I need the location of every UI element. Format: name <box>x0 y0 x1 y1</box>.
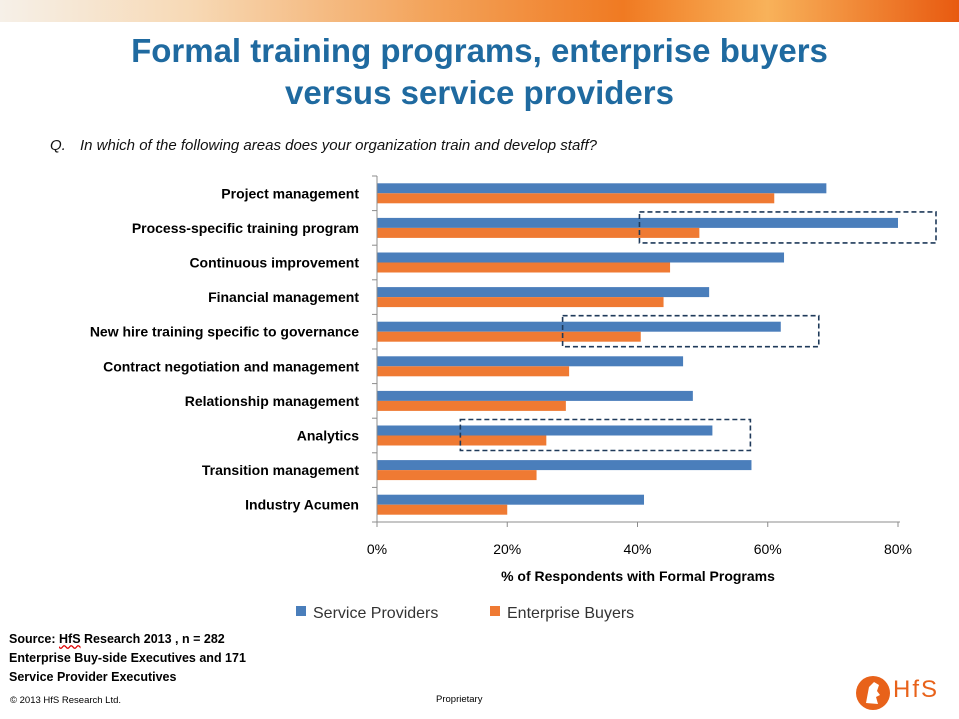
copyright-notice: © 2013 HfS Research Ltd. <box>10 695 122 706</box>
bar-enterprise-buyers <box>377 435 547 446</box>
x-axis-title: % of Respondents with Formal Programs <box>501 568 775 584</box>
bar-service-providers <box>377 494 645 505</box>
x-tick-label: 0% <box>367 541 387 557</box>
legend-label: Service Providers <box>313 605 438 622</box>
logo-figure-icon <box>866 682 880 704</box>
source-line-1: Source: HfS Research 2013 , n = 282 <box>9 632 225 646</box>
category-label: Contract negotiation and management <box>103 358 359 374</box>
proprietary-label: Proprietary <box>436 694 483 705</box>
x-axis-ticks: 0% 20% 40% 60% 80% <box>367 522 912 557</box>
bar-enterprise-buyers <box>377 262 671 273</box>
hfs-logo <box>856 676 890 710</box>
question-prefix: Q. <box>50 137 66 154</box>
source-line-3: Service Provider Executives <box>9 670 177 684</box>
top-decorative-band <box>0 0 959 22</box>
bar-service-providers <box>377 460 752 471</box>
category-label: Financial management <box>208 289 359 305</box>
chart-legend: Service Providers Enterprise Buyers <box>296 605 634 622</box>
legend-label: Enterprise Buyers <box>507 605 634 622</box>
category-label: Industry Acumen <box>245 497 359 513</box>
bar-enterprise-buyers <box>377 193 775 204</box>
x-tick-label: 40% <box>623 541 651 557</box>
x-tick-label: 20% <box>493 541 521 557</box>
category-label: Process-specific training program <box>132 220 359 236</box>
bar-enterprise-buyers <box>377 400 566 411</box>
question-text: In which of the following areas does you… <box>80 137 597 154</box>
category-label: New hire training specific to governance <box>90 324 359 340</box>
bar-enterprise-buyers <box>377 504 508 515</box>
bar-service-providers <box>377 321 781 332</box>
bar-service-providers <box>377 183 827 194</box>
category-label: Project management <box>221 185 359 201</box>
category-labels: Project management Process-specific train… <box>90 185 360 512</box>
logo-text: HfS <box>893 676 940 703</box>
title-line-2: versus service providers <box>285 74 674 111</box>
legend-swatch <box>296 606 306 616</box>
y-axis-ticks <box>372 175 377 523</box>
source-brand: HfS <box>59 632 81 646</box>
x-tick-label: 80% <box>884 541 912 557</box>
bar-service-providers <box>377 287 710 298</box>
bar-service-providers <box>377 390 693 401</box>
highlight-box <box>638 211 937 244</box>
x-tick-label: 60% <box>754 541 782 557</box>
source-line-2: Enterprise Buy-side Executives and 171 <box>9 651 246 665</box>
highlight-box <box>561 314 820 348</box>
chart-highlight-boxes <box>459 211 937 452</box>
bar-enterprise-buyers <box>377 297 664 308</box>
category-label: Relationship management <box>185 393 360 409</box>
highlight-box <box>459 418 752 452</box>
bar-enterprise-buyers <box>377 366 570 377</box>
bar-enterprise-buyers <box>377 331 641 342</box>
bar-enterprise-buyers <box>377 227 700 238</box>
bar-service-providers <box>377 356 684 367</box>
bar-service-providers <box>377 252 785 263</box>
bar-service-providers <box>377 425 713 436</box>
category-label: Transition management <box>202 462 359 478</box>
source-note: Source: HfS Research 2013 , n = 282 Ente… <box>9 630 246 687</box>
legend-swatch <box>490 606 500 616</box>
chart-bars <box>377 183 898 515</box>
category-label: Continuous improvement <box>189 255 359 271</box>
title-line-1: Formal training programs, enterprise buy… <box>131 32 828 69</box>
page-title: Formal training programs, enterprise buy… <box>0 30 959 114</box>
survey-question: Q. In which of the following areas does y… <box>50 137 597 154</box>
bar-enterprise-buyers <box>377 470 537 481</box>
bar-service-providers <box>377 217 898 228</box>
category-label: Analytics <box>297 428 359 444</box>
